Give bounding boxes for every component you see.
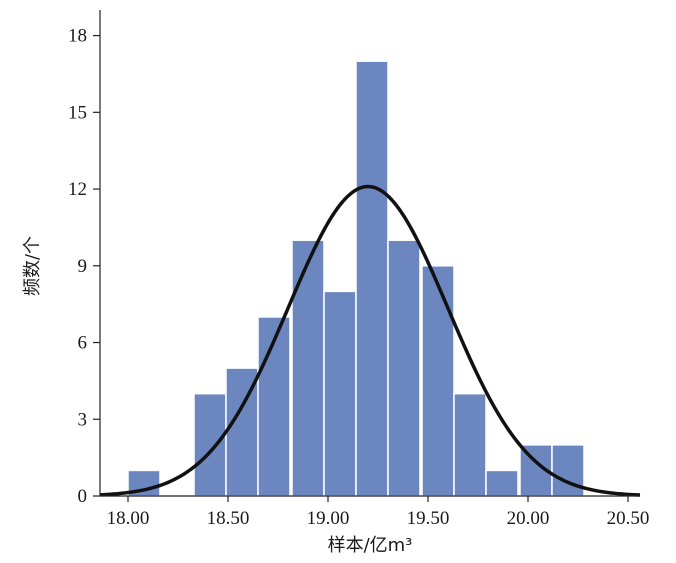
x-tick-label: 18.00: [107, 508, 150, 529]
x-tick-label: 18.50: [207, 508, 250, 529]
histogram-bar: [453, 392, 487, 497]
normal-fit-curve: [99, 184, 641, 497]
histogram-bar: [387, 239, 421, 497]
histogram-bar: [323, 290, 357, 497]
y-axis-ticks: 0 3 6 9 12 15 18: [68, 26, 100, 507]
x-axis-ticks: 18.00 18.50 19.00 19.50 20.00 20.50: [107, 496, 650, 529]
y-tick-label: 15: [68, 102, 87, 123]
x-tick-label: 19.00: [307, 508, 350, 529]
y-tick-label: 6: [78, 333, 88, 354]
y-tick-label: 0: [78, 486, 88, 507]
histogram-bar: [485, 469, 519, 497]
histogram-bar: [193, 392, 227, 497]
histogram-bar: [355, 60, 389, 497]
y-tick-label: 9: [78, 256, 88, 277]
x-axis-title: 样本/亿m³: [328, 535, 413, 556]
y-tick-label: 12: [68, 179, 87, 200]
x-tick-label: 20.00: [507, 508, 550, 529]
y-axis-title: 频数/个: [22, 236, 43, 296]
histogram-bar: [421, 265, 455, 497]
y-tick-label: 18: [68, 26, 87, 47]
y-tick-label: 3: [78, 409, 88, 430]
x-tick-label: 20.50: [607, 508, 650, 529]
x-tick-label: 19.50: [407, 508, 450, 529]
histogram-bars: [127, 60, 585, 497]
histogram-bar: [291, 239, 325, 497]
